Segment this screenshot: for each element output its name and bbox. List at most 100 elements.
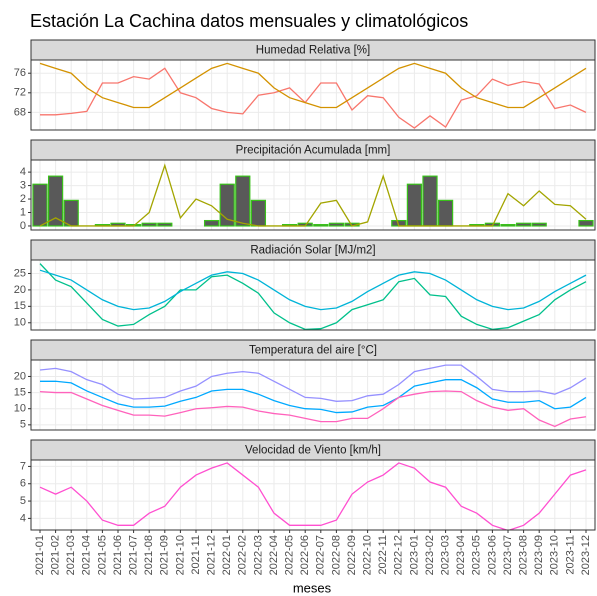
- panel-background: [31, 360, 595, 430]
- plot-area: [39, 364, 587, 428]
- x-tick-label: 2023-02: [424, 535, 436, 575]
- x-tick-label: 2023-09: [533, 535, 545, 575]
- x-tick-label: 2021-06: [112, 535, 124, 575]
- line: [40, 67, 587, 129]
- y-tick-label: 20: [14, 370, 26, 382]
- bar: [32, 183, 48, 227]
- x-tick-label: 2022-09: [346, 535, 358, 575]
- x-tick-label: 2022-08: [330, 535, 342, 575]
- x-tick-label: 2023-12: [580, 535, 592, 575]
- y-tick-label: 76: [14, 67, 26, 79]
- x-tick-label: 2021-09: [159, 535, 171, 575]
- x-tick-label: 2022-01: [221, 535, 233, 575]
- bar: [578, 219, 594, 227]
- plot-area: [39, 263, 587, 330]
- panel-background: [31, 460, 595, 530]
- bar: [500, 224, 516, 227]
- y-tick-label: 15: [14, 386, 26, 398]
- x-tick-label: 2023-06: [486, 535, 498, 575]
- y-tick-label: 20: [14, 284, 26, 296]
- bar: [141, 222, 157, 227]
- y-tick-label: 10: [14, 317, 26, 329]
- line: [39, 364, 587, 402]
- y-tick-label: 15: [14, 300, 26, 312]
- x-tick-label: 2021-10: [174, 535, 186, 575]
- x-tick-label: 2023-07: [502, 535, 514, 575]
- x-tick-label: 2022-12: [393, 535, 405, 575]
- bar: [328, 222, 345, 227]
- x-tick-label: 2022-10: [362, 535, 374, 575]
- bar: [437, 199, 454, 227]
- x-tick-label: 2023-01: [408, 535, 420, 575]
- y-tick-label: 7: [20, 460, 26, 472]
- strip: [30, 139, 596, 161]
- x-tick-label: 2021-02: [50, 535, 62, 575]
- strip-title: Precipitación Acumulada [mm]: [236, 145, 391, 157]
- line: [39, 163, 587, 227]
- strip: [30, 39, 596, 61]
- bar: [63, 199, 79, 227]
- strip: [30, 439, 596, 461]
- y-tick-label: 3: [20, 179, 26, 191]
- plot-area: [39, 62, 587, 129]
- x-tick-label: 2021-01: [34, 535, 46, 575]
- bar: [203, 219, 220, 227]
- bar: [157, 222, 173, 227]
- y-tick-label: 72: [14, 87, 26, 99]
- x-tick-label: 2021-03: [65, 535, 77, 575]
- line: [39, 462, 587, 530]
- bar: [250, 199, 267, 227]
- strip: [30, 239, 596, 261]
- x-tick-label: 2022-05: [284, 535, 296, 575]
- x-tick-label: 2021-12: [206, 535, 218, 575]
- plot-area: [32, 163, 594, 227]
- x-tick-label: 2021-08: [143, 535, 155, 575]
- y-tick-label: 4: [20, 512, 26, 524]
- x-tick-label: 2023-11: [564, 535, 576, 575]
- strip-title: Temperatura del aire [°C]: [249, 345, 377, 357]
- x-tick-label: 2022-03: [252, 535, 264, 575]
- x-tick-label: 2023-05: [471, 535, 483, 575]
- y-tick-label: 10: [14, 403, 26, 415]
- x-tick-label: 2022-04: [268, 535, 280, 575]
- bar: [515, 222, 532, 227]
- y-tick-label: 6: [20, 478, 26, 490]
- x-tick-label: 2022-07: [315, 535, 327, 575]
- bar: [531, 222, 547, 227]
- y-tick-label: 0: [20, 220, 26, 232]
- x-tick-label: 2022-06: [299, 535, 311, 575]
- x-axis-label: meses: [293, 580, 332, 595]
- x-tick-label: 2023-08: [518, 535, 530, 575]
- bar: [406, 183, 423, 227]
- y-tick-label: 4: [20, 166, 26, 178]
- y-tick-label: 1: [20, 206, 26, 218]
- x-tick-label: 2021-04: [81, 535, 93, 575]
- bar: [47, 175, 64, 227]
- x-tick-label: 2022-02: [237, 535, 249, 575]
- y-tick-label: 68: [14, 106, 26, 118]
- bar: [313, 224, 329, 227]
- line: [40, 379, 587, 414]
- strip-title: Velocidad de Viento [km/h]: [245, 445, 381, 457]
- chart-title: Estación La Cachina datos mensuales y cl…: [30, 11, 468, 31]
- x-tick-label: 2021-07: [128, 535, 140, 575]
- y-tick-label: 5: [20, 495, 26, 507]
- bar: [422, 175, 438, 227]
- line: [39, 263, 587, 330]
- line: [39, 390, 587, 428]
- x-tick-label: 2023-04: [455, 535, 467, 575]
- y-tick-label: 25: [14, 267, 26, 279]
- y-tick-label: 5: [20, 419, 26, 431]
- line: [39, 62, 587, 109]
- strip: [30, 339, 596, 361]
- x-tick-label: 2022-11: [377, 535, 389, 575]
- x-tick-label: 2021-11: [190, 535, 202, 575]
- bar: [235, 175, 251, 227]
- x-tick-label: 2021-05: [96, 535, 108, 575]
- panel-background: [31, 260, 595, 330]
- line: [39, 269, 587, 311]
- strip-title: Humedad Relativa [%]: [256, 45, 370, 57]
- plot-area: [39, 462, 587, 530]
- x-tick-label: 2023-10: [549, 535, 561, 575]
